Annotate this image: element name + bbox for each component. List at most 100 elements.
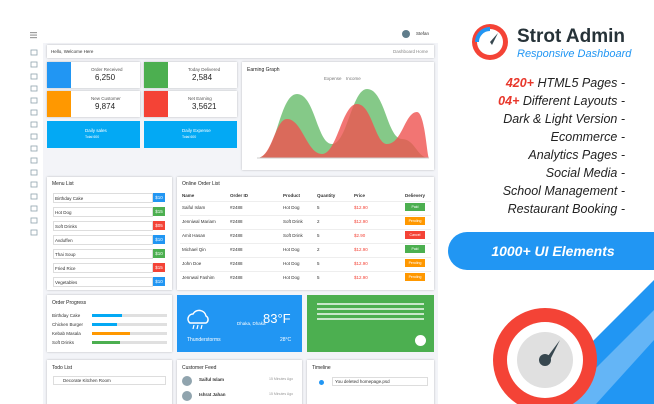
menu-price: $05 — [153, 221, 165, 230]
progress-card: Order Progress Birthday Cake Chicken Burge… — [47, 295, 172, 352]
mini-label: Daily sales — [85, 128, 107, 133]
menu-name: Fried Rice — [55, 266, 76, 271]
progress-track — [92, 340, 167, 344]
breadcrumb: Dashboard — [393, 49, 416, 54]
status-badge: Paid — [405, 245, 425, 253]
cell: Hot Dog — [283, 275, 300, 280]
weather-condition: Thunderstorms — [187, 337, 221, 343]
status-badge: Cancel — [405, 231, 425, 239]
greeting-bar — [47, 45, 434, 58]
weather-icon — [187, 309, 209, 330]
menu-name: Vegetables — [55, 280, 78, 285]
feature-text: Dark & Light Version - — [503, 112, 625, 126]
brand-title: Strot Admin — [517, 26, 626, 47]
avatar — [182, 376, 192, 386]
menu-item — [53, 193, 153, 203]
feature-text: Different Layouts - — [522, 94, 625, 108]
progress-bar — [92, 331, 130, 335]
feature: Dark & Light Version - — [503, 112, 625, 126]
progress-track — [92, 313, 167, 317]
menu-name: Birthday Cake — [55, 196, 84, 201]
stat-icon — [47, 91, 71, 117]
card-title: Todo List — [52, 365, 73, 371]
menu-item — [53, 221, 153, 231]
cell: 2 — [317, 219, 320, 224]
feature-list: 420+ HTML5 Pages - 04+ Different Layouts … — [440, 76, 654, 226]
column-header: Price — [354, 193, 366, 198]
todo-item — [53, 376, 166, 385]
progress-bar — [92, 313, 122, 317]
stat-card: New Customer 9,874 — [47, 91, 140, 117]
cell: John Doe — [182, 261, 202, 266]
menu-item — [53, 235, 153, 245]
cell: Jenniwal Mariam — [182, 219, 216, 224]
row-line — [180, 243, 431, 244]
feature-text: Restaurant Booking - — [507, 202, 625, 216]
cell: Michael Qin — [182, 247, 206, 252]
status-badge: Pending — [405, 273, 425, 281]
feature-text: School Management - — [502, 184, 625, 198]
greeting: Hello, Welcome Here — [51, 49, 94, 54]
menu-price: $10 — [153, 193, 165, 202]
cell: 2 — [317, 247, 320, 252]
menu-item — [53, 207, 153, 217]
menu-name: Thai Soup — [55, 252, 76, 257]
cell: 5 — [317, 205, 320, 210]
card-title: Customer Feed — [182, 365, 217, 371]
graph-card: Earning Graph Expense Income — [242, 62, 434, 170]
quote-line — [317, 318, 424, 320]
cell: Jennwal Fashim — [182, 275, 215, 280]
legend-income: Income — [346, 76, 361, 81]
feature: Ecommerce - — [551, 130, 625, 144]
menu-item — [53, 249, 153, 259]
feature: Analytics Pages - — [528, 148, 625, 162]
column-header: Quantity — [317, 193, 336, 198]
mini-label: Daily Expense — [182, 128, 211, 133]
feed-name: Saiful Islam — [199, 377, 225, 382]
row-line — [180, 271, 431, 272]
cell: #2488 — [230, 247, 243, 252]
progress-label: Birthday Cake — [52, 313, 81, 318]
stat-label: Net Earning — [188, 96, 212, 101]
menu-item — [53, 277, 153, 287]
menu-price: $15 — [153, 263, 165, 272]
stat-icon — [144, 91, 168, 117]
feature: 420+ HTML5 Pages - — [506, 76, 625, 90]
menu-name: Avduffen — [55, 238, 73, 243]
cell: #2488 — [230, 219, 243, 224]
menu-price: $10 — [153, 235, 165, 244]
menu-price: $15 — [153, 207, 165, 216]
stat-label: Today Delivered — [188, 67, 221, 72]
stat-value: 3,5621 — [192, 102, 217, 111]
column-header: Order ID — [230, 193, 249, 198]
cell: Saiful Islam — [182, 205, 206, 210]
cell: 5 — [317, 261, 320, 266]
cell: Hot Dog — [283, 247, 300, 252]
timeline-dot — [319, 380, 324, 385]
mini-card: Daily Expense Total 600 — [144, 121, 237, 148]
stat-card: Order Received 6,250 — [47, 62, 140, 88]
stat-icon — [144, 62, 168, 88]
cell: $12.90 — [354, 247, 368, 252]
quote-card — [307, 295, 434, 352]
feature: Social Media - — [546, 166, 625, 180]
cell: $2.90 — [354, 233, 366, 238]
cell: #2488 — [230, 275, 243, 280]
column-header: Name — [182, 193, 195, 198]
mini-sub: Total 600 — [182, 135, 197, 139]
weather-low: 28°C — [280, 337, 292, 343]
menu-name: Hot Dog — [55, 210, 72, 215]
feed-time: 15 Minutes Ago — [269, 392, 294, 396]
cell: 5 — [317, 233, 320, 238]
cell: $12.90 — [354, 261, 368, 266]
cell: $12.90 — [354, 205, 368, 210]
card-title: Order Progress — [52, 300, 87, 306]
cell: #2488 — [230, 205, 243, 210]
feature: 04+ Different Layouts - — [498, 94, 625, 108]
row-line — [180, 215, 431, 216]
cell: $12.90 — [354, 219, 368, 224]
feature-text: Ecommerce - — [550, 130, 625, 144]
stat-value: 9,874 — [95, 102, 116, 111]
quote-line — [317, 303, 424, 305]
card-title: Earning Graph — [247, 67, 280, 73]
